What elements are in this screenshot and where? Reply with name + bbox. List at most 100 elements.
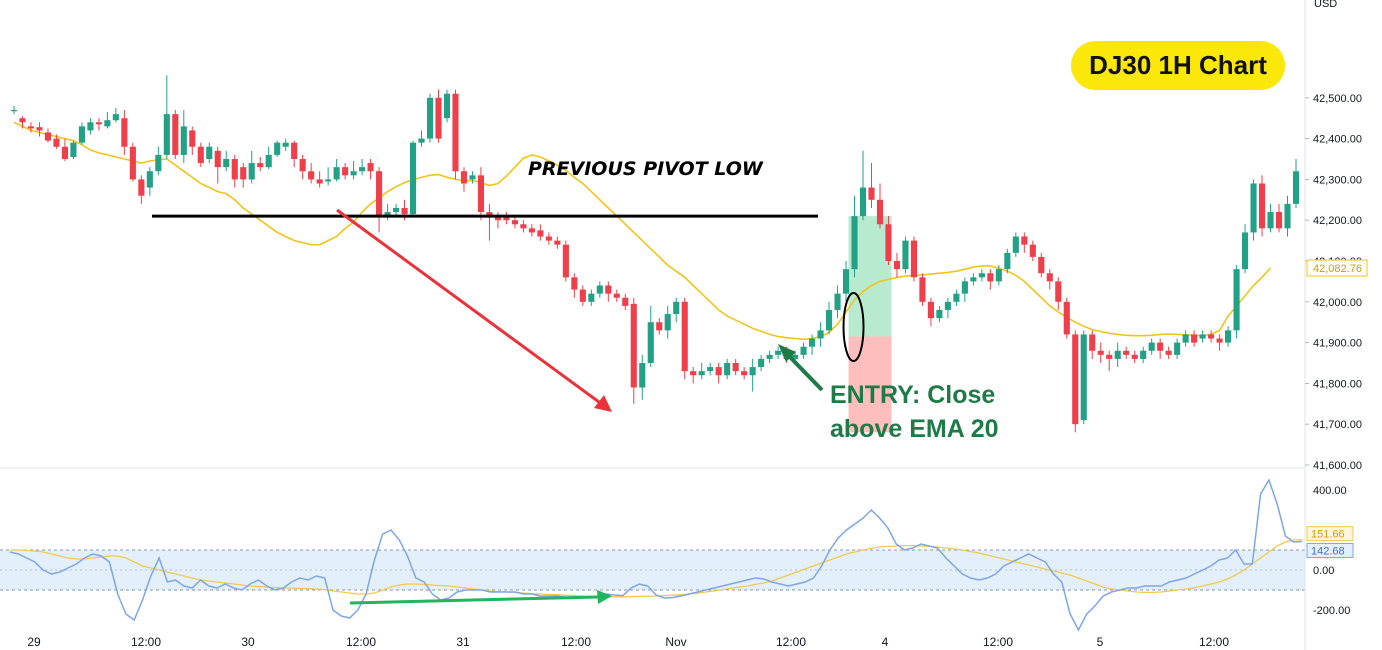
candle	[1191, 330, 1198, 347]
ema-value-tag-bg	[1306, 259, 1368, 277]
candle	[842, 261, 850, 302]
candle	[214, 146, 221, 184]
candle	[775, 346, 782, 359]
candle-body	[376, 171, 383, 217]
candle-body	[596, 285, 603, 294]
candle	[1275, 203, 1283, 233]
candle	[749, 358, 756, 392]
candle-body	[851, 216, 858, 270]
candle	[342, 163, 349, 180]
entry-arrow-head	[778, 344, 796, 362]
candle-body	[1182, 334, 1189, 343]
candle	[1123, 346, 1130, 359]
candle-body	[333, 167, 340, 180]
candle	[180, 110, 187, 164]
candle	[664, 305, 671, 339]
price-pane[interactable]	[10, 75, 1300, 433]
candle-body	[53, 138, 60, 147]
candle	[1242, 224, 1249, 274]
candle	[1233, 265, 1240, 339]
candle	[367, 159, 374, 180]
candle	[19, 116, 26, 129]
candle	[690, 367, 697, 384]
candle	[927, 297, 934, 327]
candle	[384, 203, 391, 221]
candle	[1055, 277, 1062, 310]
candle-body	[1242, 232, 1249, 270]
candle-body	[1258, 183, 1266, 229]
candle-body	[469, 175, 476, 180]
candle	[1046, 269, 1053, 290]
candle	[647, 305, 654, 368]
candle-body	[868, 187, 875, 200]
candle-body	[1275, 212, 1283, 229]
candle-body	[800, 346, 807, 355]
candle	[953, 289, 960, 306]
candle	[1097, 342, 1104, 363]
candle-body	[367, 163, 374, 172]
candle-body	[44, 132, 52, 141]
candle	[435, 89, 442, 143]
candle	[129, 142, 136, 182]
oscillator-tick-label: 400.00	[1313, 485, 1347, 497]
candle-body	[282, 142, 289, 147]
candle-body	[579, 289, 586, 302]
candle-body	[639, 363, 646, 388]
candle-body	[809, 338, 816, 347]
candle-body	[893, 261, 901, 270]
candle	[376, 167, 383, 233]
currency-label: USD	[1314, 0, 1337, 10]
candle	[460, 167, 468, 192]
candle-body	[1174, 342, 1181, 355]
entry-arrow-line	[785, 352, 824, 392]
candle-body	[359, 167, 366, 172]
candle-body	[664, 314, 671, 331]
candle-body	[588, 293, 595, 302]
candle	[121, 110, 128, 155]
candle	[1267, 203, 1274, 233]
candle-body	[172, 114, 179, 155]
candle-body	[1140, 350, 1147, 359]
candle-body	[325, 179, 332, 182]
time-axis: 29 12:00 30 12:00 31 12:00 Nov 12:00 4 12:00 5 12:0…	[27, 635, 1229, 649]
candle-body	[562, 244, 569, 278]
candle	[800, 342, 807, 359]
candle-body	[1191, 334, 1198, 343]
candle-body	[112, 114, 119, 121]
chart-title: DJ30 1H Chart	[1089, 50, 1267, 80]
oscillator-pane[interactable]	[0, 467, 1305, 632]
candle-body	[240, 167, 247, 180]
candle-body	[1021, 236, 1028, 245]
annotations: PREVIOUS PIVOT LOW ENTRY: Close above EM…	[528, 158, 999, 443]
candle-body	[214, 150, 221, 168]
candle	[1089, 330, 1096, 359]
candle	[876, 183, 884, 229]
candle-body	[554, 240, 561, 245]
entry-candle-circle	[842, 292, 865, 362]
candle-body	[248, 163, 255, 180]
candle	[426, 93, 434, 143]
candle-body	[104, 120, 111, 127]
candle-body	[1233, 269, 1240, 331]
candle	[409, 140, 417, 217]
candle	[61, 138, 68, 162]
candle	[274, 140, 281, 157]
candle	[291, 140, 298, 168]
price-tick-label: 41,900.00	[1313, 338, 1362, 350]
candle-body	[944, 301, 951, 310]
candle-body	[724, 363, 731, 376]
candle	[970, 273, 977, 286]
candle	[1182, 330, 1189, 347]
candle-body	[511, 220, 518, 225]
title-badge: DJ30 1H Chart	[1071, 41, 1285, 90]
candle-body	[1029, 244, 1036, 257]
candle-body	[342, 167, 349, 176]
candle	[27, 122, 35, 133]
candle-body	[656, 322, 663, 331]
candle-body	[257, 163, 264, 168]
candle-body	[129, 146, 136, 180]
time-tick-label: 31	[456, 635, 470, 649]
candle-body	[231, 159, 238, 180]
candle	[503, 212, 510, 225]
